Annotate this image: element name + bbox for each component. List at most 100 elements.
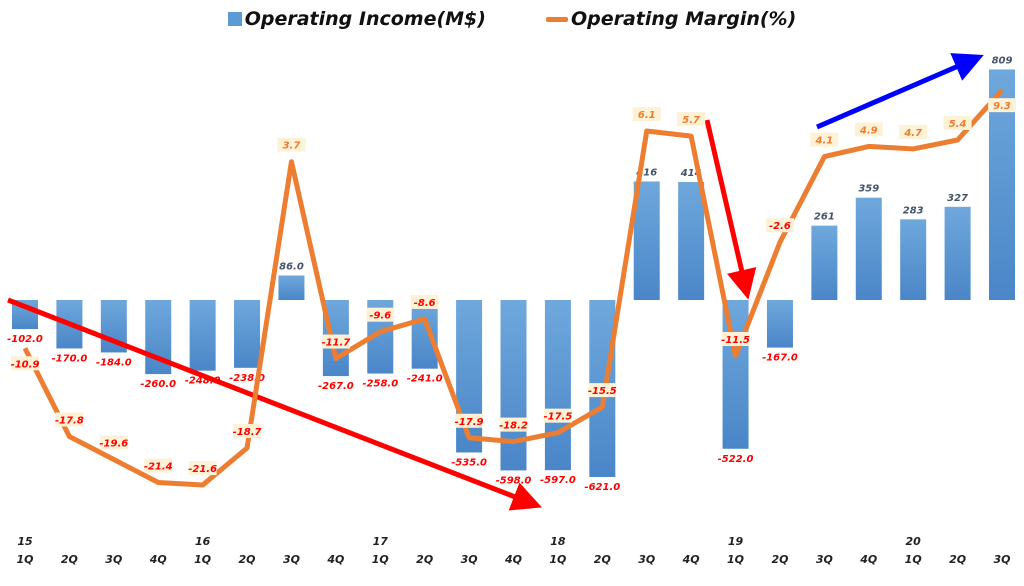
margin-value-label: -17.9 [455, 417, 484, 428]
x-tick-label: 1Q [549, 553, 566, 566]
margin-label-box [543, 408, 572, 423]
margin-value-label: -21.6 [188, 464, 217, 475]
margin-label-box [988, 98, 1016, 113]
x-tick-label: 4Q [504, 553, 522, 566]
bar-value-label: -238.0 [229, 373, 265, 384]
x-year-label: 16 [195, 535, 211, 548]
bar-value-label: -535.0 [451, 457, 487, 468]
margin-value-label: -17.8 [55, 415, 84, 426]
bar-value-label: 261 [814, 212, 835, 223]
margin-value-label: 4.7 [903, 128, 922, 139]
bar [900, 219, 927, 300]
x-tick-label: 3Q [283, 553, 300, 566]
bar-value-label: 414 [680, 168, 702, 179]
margin-value-label: -18.2 [499, 421, 528, 432]
x-tick-label: 2Q [416, 553, 433, 566]
x-tick-label: 3Q [461, 553, 478, 566]
x-year-label: 20 [906, 535, 922, 548]
margin-value-label: -18.7 [233, 427, 262, 438]
margin-value-label: 3.7 [283, 141, 301, 152]
bar [678, 182, 705, 300]
margin-label-box [11, 356, 39, 371]
bar [189, 300, 216, 371]
margin-label-box [588, 383, 617, 398]
margin-label-box [277, 137, 306, 152]
legend-item-operating-margin: Operating Margin(%) [545, 8, 797, 30]
bar-value-label: 283 [903, 205, 924, 216]
bar [633, 181, 660, 300]
legend-label: Operating Margin(%) [570, 8, 797, 30]
x-tick-label: 2Q [61, 553, 78, 566]
bar [411, 300, 438, 369]
x-year-label: 15 [17, 535, 33, 548]
annotation-arrow [7, 297, 542, 511]
margin-label-box [677, 112, 706, 127]
legend-label: Operating Income(M$) [244, 8, 486, 30]
annotation-arrow [816, 53, 984, 130]
x-tick-label: 1Q [372, 553, 389, 566]
margin-label-box [721, 331, 750, 346]
x-tick-label: 2Q [771, 553, 788, 566]
margin-label-box [366, 307, 395, 322]
x-tick-label: 3Q [105, 553, 122, 566]
bar-value-label: -597.0 [540, 475, 576, 486]
margin-label-box [455, 413, 484, 428]
margin-label-box [321, 334, 350, 349]
x-tick-label: 3Q [816, 553, 833, 566]
bar-value-label: -167.0 [762, 353, 798, 364]
bar-value-label: -102.0 [7, 334, 43, 345]
margin-label-box [99, 435, 128, 450]
margin-label-box [144, 458, 173, 473]
bar-value-label: 809 [992, 55, 1013, 66]
x-tick-label: 2Q [949, 553, 966, 566]
bar [234, 300, 261, 368]
margin-label-box [499, 417, 528, 432]
x-tick-label: 3Q [638, 553, 655, 566]
bar-value-label: -248.0 [185, 376, 221, 387]
margin-value-label: -19.6 [99, 438, 128, 449]
margin-value-label: 4.9 [859, 125, 878, 136]
margin-value-label: 6.1 [638, 110, 656, 121]
margin-value-label: -11.5 [721, 335, 750, 346]
margin-label-box [943, 115, 972, 130]
bar-value-label: -621.0 [584, 482, 620, 493]
bar [855, 197, 882, 300]
margin-value-label: 9.3 [993, 101, 1011, 112]
margin-value-label: -21.4 [144, 461, 173, 472]
x-tick-label: 1Q [905, 553, 922, 566]
margin-label-box [632, 107, 661, 122]
x-tick-label: 4Q [859, 553, 877, 566]
bar-value-label: 86.0 [279, 261, 304, 272]
margin-line [22, 88, 1004, 488]
margin-label-box [55, 412, 84, 427]
margin-value-label: -11.7 [321, 338, 350, 349]
x-tick-label: 4Q [326, 553, 344, 566]
x-tick-label: 1Q [16, 553, 33, 566]
bar-value-label: -260.0 [140, 379, 176, 390]
x-year-label: 18 [550, 535, 566, 548]
x-tick-label: 2Q [239, 553, 256, 566]
bar [766, 300, 793, 348]
margin-value-label: -10.9 [11, 359, 40, 370]
bar-value-label: 359 [858, 184, 879, 195]
bar [278, 275, 305, 300]
bar [944, 206, 971, 300]
x-year-label: 19 [728, 535, 744, 548]
bar-value-label: -241.0 [407, 374, 443, 385]
margin-value-label: -8.6 [414, 298, 436, 309]
legend-swatch-line [545, 16, 568, 22]
bar [456, 300, 483, 453]
bar [811, 225, 838, 300]
bar [544, 300, 571, 471]
bar-value-label: -184.0 [96, 357, 132, 368]
x-year-label: 17 [373, 535, 389, 548]
legend: Operating Income(M$) Operating Margin(%) [0, 8, 1024, 30]
x-tick-label: 4Q [682, 553, 700, 566]
x-tick-label: 1Q [727, 553, 744, 566]
bar-value-label: -267.0 [318, 381, 354, 392]
margin-value-label: 4.1 [815, 136, 834, 147]
margin-label-box [810, 132, 839, 147]
margin-value-label: -15.5 [588, 386, 617, 397]
margin-label-box [410, 294, 439, 309]
margin-label-box [899, 124, 928, 139]
